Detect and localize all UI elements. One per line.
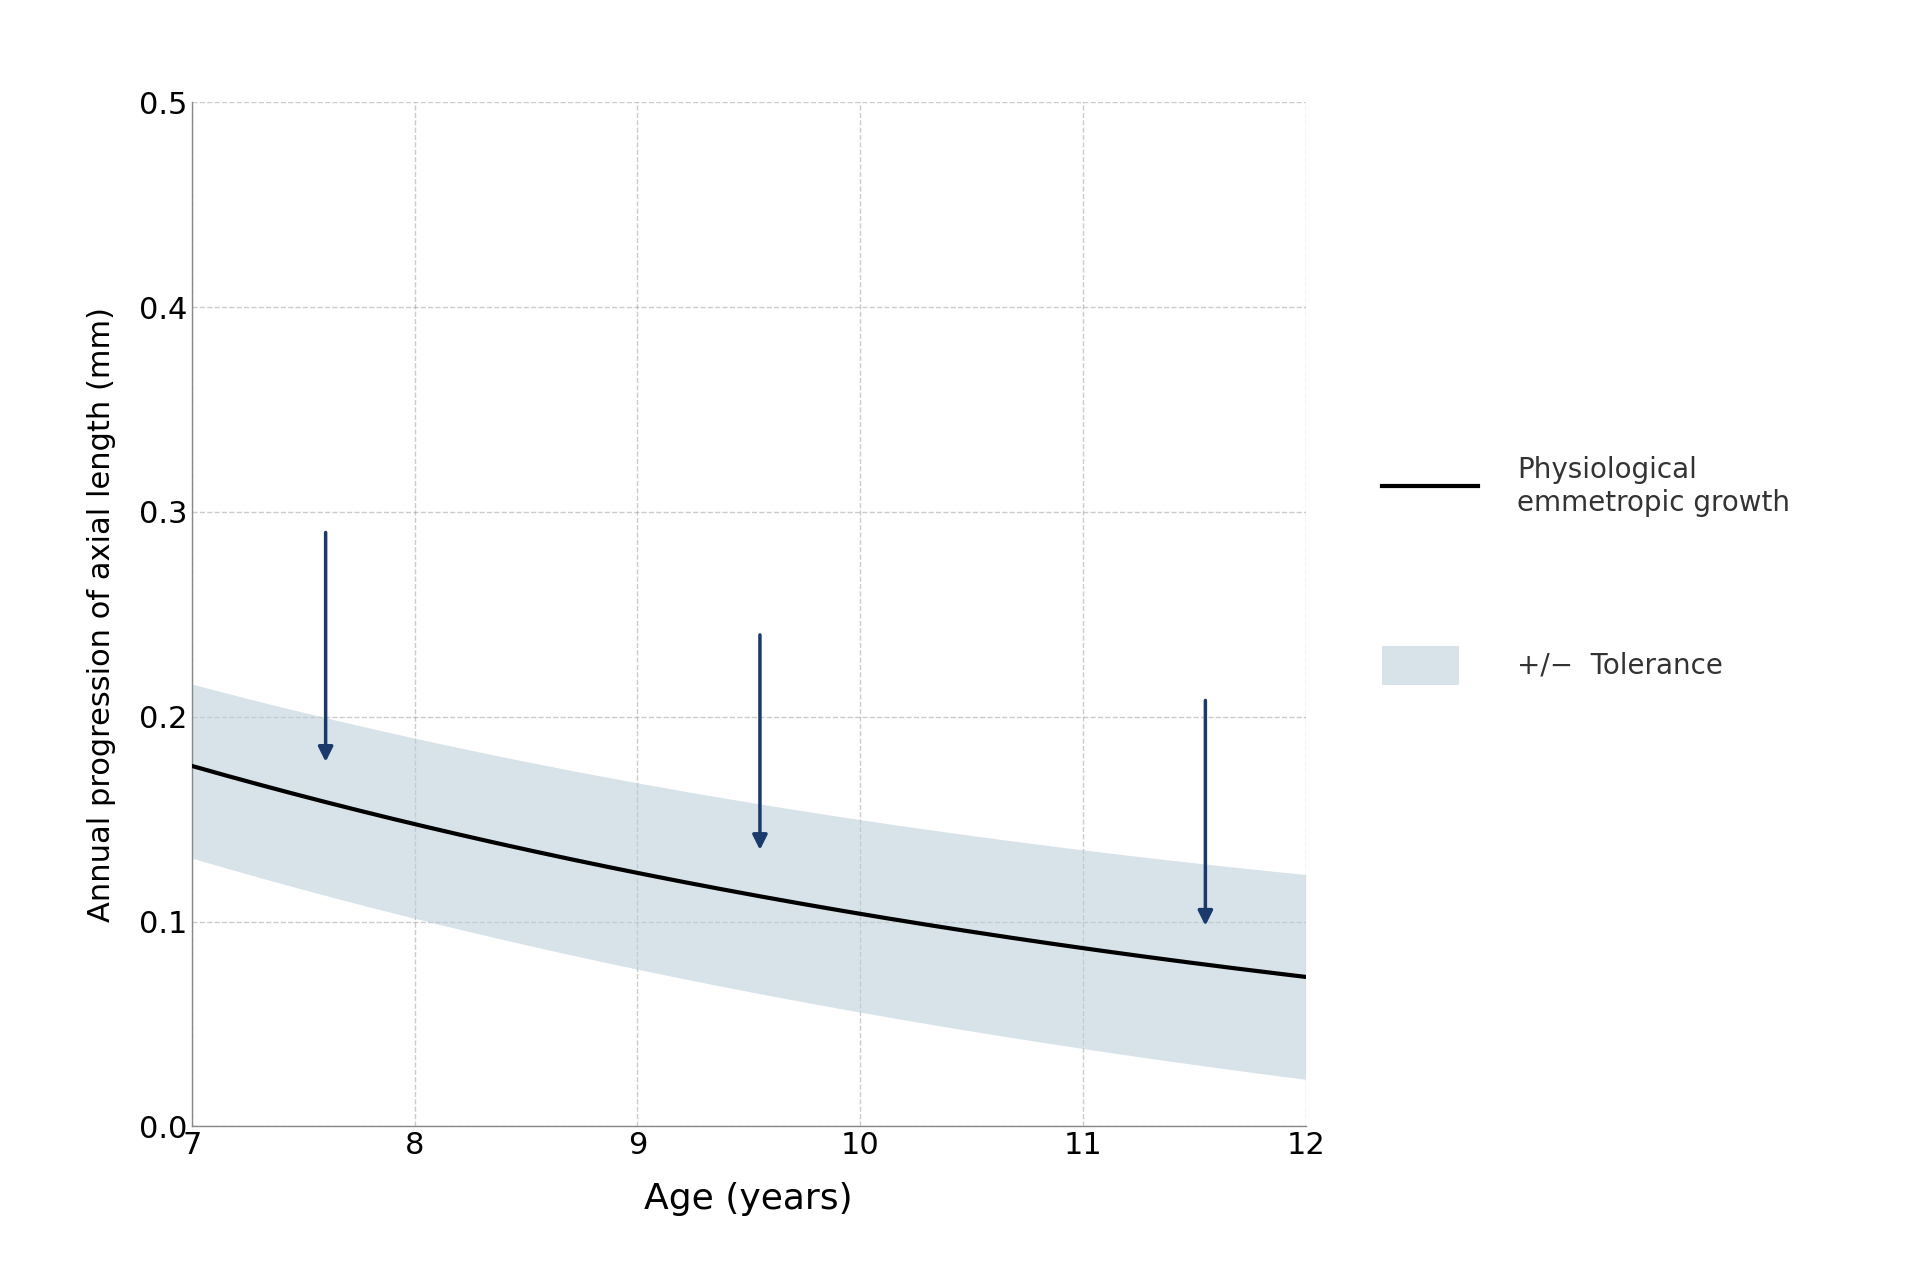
Text: +/−  Tolerance: +/− Tolerance xyxy=(1517,652,1722,680)
X-axis label: Age (years): Age (years) xyxy=(645,1183,852,1216)
Y-axis label: Annual progression of axial length (mm): Annual progression of axial length (mm) xyxy=(88,307,117,922)
Text: Physiological
emmetropic growth: Physiological emmetropic growth xyxy=(1517,456,1789,517)
